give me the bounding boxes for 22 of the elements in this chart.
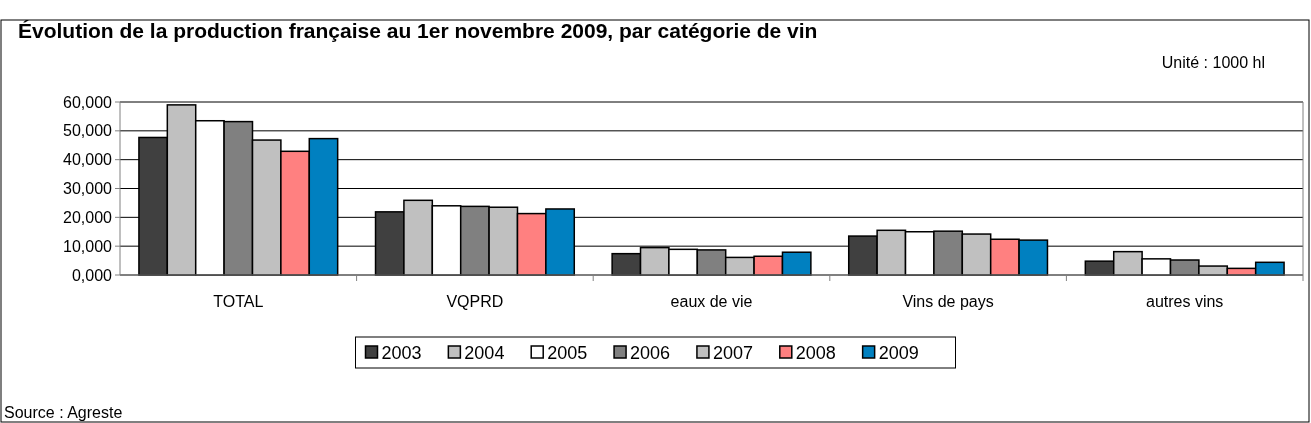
x-tick-label: TOTAL xyxy=(213,293,264,310)
text: Unité : 1000 hl xyxy=(1161,54,1265,71)
y-tick-label: 10,000 xyxy=(63,237,113,255)
x-tick-label: eaux de vie xyxy=(670,293,753,310)
legend-label: 2009 xyxy=(878,343,919,364)
legend-label: 2007 xyxy=(712,343,753,364)
legend-label: 2003 xyxy=(381,343,422,364)
y-tick-label: 20,000 xyxy=(63,208,113,226)
source-note: Source : Agreste xyxy=(4,404,123,421)
x-tick-label: Vins de pays xyxy=(902,293,994,310)
y-tick-label: 0,000 xyxy=(71,266,113,284)
legend-label: 2005 xyxy=(547,343,588,364)
x-tick-label: autres vins xyxy=(1146,293,1224,310)
y-tick-label: 30,000 xyxy=(63,180,113,198)
x-tick-label: VQPRD xyxy=(446,293,504,310)
legend-label: 2004 xyxy=(464,343,505,364)
y-tick-label: 50,000 xyxy=(63,122,113,140)
y-tick-label: 60,000 xyxy=(63,93,113,111)
legend-label: 2008 xyxy=(795,343,836,364)
y-tick-label: 40,000 xyxy=(63,151,113,169)
chart-title: Évolution de la production française au 1er novembre 2009, par catégorie de vin xyxy=(18,19,818,42)
legend-label: 2006 xyxy=(630,343,671,364)
